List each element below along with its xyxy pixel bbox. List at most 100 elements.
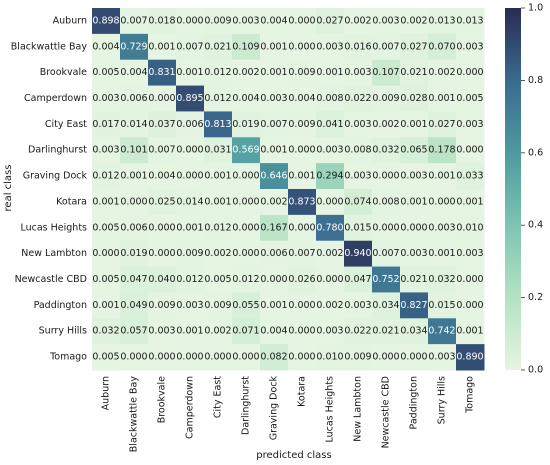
heatmap-cell bbox=[456, 240, 485, 268]
cell-value-label: 0.895 bbox=[176, 93, 203, 104]
cell-value-label: 0.000 bbox=[232, 222, 259, 233]
heatmap-cell bbox=[400, 344, 429, 371]
cell-value-label: 0.000 bbox=[232, 352, 259, 363]
heatmap-cell bbox=[92, 266, 121, 293]
cell-value-label: 0.000 bbox=[232, 171, 259, 182]
heatmap-cell bbox=[456, 318, 485, 345]
heatmap-cell bbox=[456, 33, 485, 61]
cell-value-label: 0.004 bbox=[120, 67, 147, 78]
cell-value-label: 0.082 bbox=[260, 352, 287, 363]
heatmap-cell bbox=[232, 8, 261, 35]
cell-value-label: 0.000 bbox=[288, 222, 315, 233]
heatmap-cell bbox=[232, 137, 261, 164]
heatmap-cell bbox=[92, 344, 121, 371]
heatmap-cell bbox=[372, 344, 401, 371]
cell-value-label: 0.019 bbox=[120, 248, 147, 259]
cell-value-label: 0.003 bbox=[344, 171, 371, 182]
cell-value-label: 0.003 bbox=[344, 67, 371, 78]
heatmap-cell bbox=[176, 318, 205, 345]
heatmap-cell bbox=[204, 59, 233, 87]
cell-value-label: 0.012 bbox=[204, 222, 231, 233]
heatmap-cell bbox=[148, 344, 177, 371]
heatmap-cell bbox=[204, 344, 233, 371]
cell-value-label: 0.007 bbox=[372, 248, 399, 259]
heatmap-cell bbox=[148, 163, 177, 190]
heatmap-cell bbox=[428, 266, 457, 293]
cell-value-label: 0.000 bbox=[372, 171, 399, 182]
heatmap-cell bbox=[92, 318, 121, 345]
heatmap-cell bbox=[92, 33, 121, 61]
heatmap-cell bbox=[92, 111, 121, 138]
cell-value-label: 0.000 bbox=[456, 67, 483, 78]
y-tick-label: Graving Dock bbox=[23, 171, 88, 182]
cell-value-label: 0.028 bbox=[400, 93, 427, 104]
cell-value-label: 0.027 bbox=[316, 15, 343, 26]
heatmap-cell bbox=[232, 111, 261, 138]
cell-value-label: 0.827 bbox=[400, 300, 427, 311]
cell-value-label: 0.003 bbox=[316, 41, 343, 52]
y-axis-title: real class bbox=[3, 165, 14, 212]
cell-value-label: 0.831 bbox=[148, 67, 175, 78]
heatmap-cell bbox=[316, 318, 345, 345]
y-tick-label: Blackwattle Bay bbox=[11, 41, 88, 52]
cell-value-label: 0.940 bbox=[344, 248, 371, 259]
heatmap-cell bbox=[120, 8, 149, 35]
heatmap-cell bbox=[456, 189, 485, 216]
x-tick-label: Kotara bbox=[297, 376, 308, 407]
heatmap-cell bbox=[120, 292, 149, 319]
heatmap-cell bbox=[316, 344, 345, 371]
heatmap-cell bbox=[372, 8, 401, 35]
cell-value-label: 0.008 bbox=[372, 196, 399, 207]
cell-value-label: 0.000 bbox=[204, 352, 231, 363]
cell-value-label: 0.009 bbox=[204, 15, 231, 26]
cell-value-label: 0.000 bbox=[456, 300, 483, 311]
heatmap-cell bbox=[260, 189, 289, 216]
cell-value-label: 0.001 bbox=[176, 67, 203, 78]
heatmap-cell bbox=[344, 318, 373, 345]
heatmap-cell bbox=[456, 111, 485, 138]
heatmap-cell bbox=[232, 318, 261, 345]
cell-value-label: 0.000 bbox=[148, 93, 175, 104]
y-tick-labels: Auburn Blackwattle Bay Brookvale Camperdown… bbox=[11, 15, 88, 362]
heatmap-cell bbox=[428, 292, 457, 319]
cell-value-label: 0.178 bbox=[428, 145, 455, 156]
heatmap-cell bbox=[372, 85, 401, 112]
heatmap-cell bbox=[400, 137, 429, 164]
heatmap-cell bbox=[400, 214, 429, 242]
cell-value-label: 0.040 bbox=[148, 274, 175, 285]
heatmap-cell bbox=[92, 59, 121, 87]
y-tick-label: Camperdown bbox=[24, 93, 87, 104]
cell-value-label: 0.729 bbox=[120, 41, 147, 52]
cell-value-label: 0.003 bbox=[400, 171, 427, 182]
cell-value-label: 0.000 bbox=[288, 352, 315, 363]
cell-value-label: 0.003 bbox=[148, 326, 175, 337]
cell-value-label: 0.033 bbox=[456, 171, 483, 182]
heatmap-cell bbox=[456, 137, 485, 164]
y-tick-label: Lucas Heights bbox=[20, 222, 87, 233]
heatmap-cell bbox=[372, 240, 401, 268]
cell-value-label: 0.002 bbox=[400, 15, 427, 26]
heatmap-cell bbox=[288, 8, 317, 35]
heatmap-cell bbox=[176, 163, 205, 190]
x-tick-label: Brookvale bbox=[157, 376, 168, 423]
heatmap-cell bbox=[92, 189, 121, 216]
heatmap-cell bbox=[400, 292, 429, 319]
cell-value-label: 0.742 bbox=[428, 326, 455, 337]
cell-value-label: 0.001 bbox=[400, 119, 427, 130]
cell-value-label: 0.006 bbox=[120, 222, 147, 233]
cell-value-label: 0.049 bbox=[120, 300, 147, 311]
heatmap-cell bbox=[400, 59, 429, 87]
cell-value-label: 0.004 bbox=[92, 41, 119, 52]
cell-value-label: 0.107 bbox=[372, 67, 399, 78]
heatmap-cell bbox=[260, 214, 289, 242]
cell-value-label: 0.001 bbox=[428, 93, 455, 104]
cell-value-label: 0.000 bbox=[148, 222, 175, 233]
cell-value-label: 0.005 bbox=[92, 222, 119, 233]
cell-value-label: 0.057 bbox=[120, 326, 147, 337]
heatmap-cell bbox=[148, 189, 177, 216]
cell-value-label: 0.001 bbox=[204, 196, 231, 207]
heatmap-cell bbox=[344, 240, 373, 268]
x-axis-title: predicted class bbox=[256, 450, 331, 461]
cell-value-label: 0.000 bbox=[148, 248, 175, 259]
heatmap-cell bbox=[120, 111, 149, 138]
